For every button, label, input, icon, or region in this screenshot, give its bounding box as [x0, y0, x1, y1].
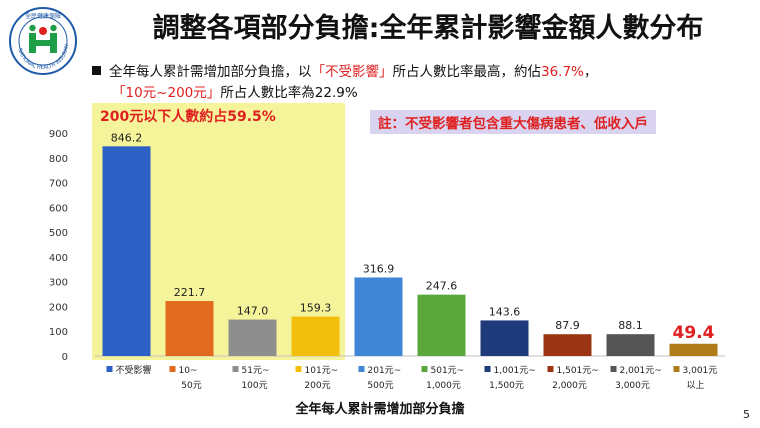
bar — [669, 343, 718, 356]
legend-swatch — [421, 366, 428, 372]
y-tick-label: 600 — [49, 203, 68, 214]
x-tick-label: 2,001元~ — [620, 366, 662, 376]
data-label: 143.6 — [489, 305, 521, 318]
legend-swatch — [295, 366, 302, 372]
data-label: 88.1 — [618, 319, 643, 332]
y-tick-label: 300 — [49, 278, 68, 289]
bar — [165, 301, 214, 356]
highlight-label: 200元以下人數約占59.5% — [100, 109, 276, 125]
legend-swatch — [673, 366, 680, 372]
summary-line-1: 全年每人累計需增加部分負擔，以「不受影響」所占人數比率最高，約佔36.7%， — [92, 60, 597, 80]
x-tick-label: 100元 — [241, 381, 267, 391]
summary-text-c: 所占人數比率最高，約佔 — [392, 64, 542, 80]
x-tick-label: 501元~ — [431, 366, 465, 376]
x-axis-title: 全年每人累計需增加部分負擔 — [295, 402, 465, 417]
y-tick-label: 800 — [49, 154, 68, 165]
legend-swatch — [547, 366, 554, 372]
x-tick-label: 500元 — [367, 381, 393, 391]
summary-line-2: 「10元~200元」所占人數比率為22.9% — [112, 81, 358, 101]
summary-highlight-range: 「10元~200元」 — [112, 85, 221, 101]
y-tick-label: 700 — [49, 179, 68, 190]
summary-highlight-percent: 36.7% — [541, 64, 584, 80]
bar — [102, 146, 151, 356]
summary-text-e: ， — [583, 64, 598, 80]
legend-swatch — [106, 366, 113, 372]
x-tick-label: 1,501元~ — [557, 366, 599, 376]
data-label: 147.0 — [237, 305, 269, 318]
legend-swatch — [484, 366, 491, 372]
y-tick-label: 900 — [49, 129, 68, 140]
x-tick-label: 不受影響 — [116, 364, 152, 376]
summary-highlight-unaffected: 「不受影響」 — [311, 64, 393, 80]
y-tick-label: 100 — [49, 327, 68, 338]
x-tick-label: 1,000元 — [426, 381, 461, 391]
bar — [606, 334, 655, 356]
chart-note: 註：不受影響者包含重大傷病患者、低收入戶 — [370, 110, 656, 134]
data-label: 159.3 — [300, 302, 332, 315]
data-label: 87.9 — [555, 319, 580, 332]
legend-swatch — [610, 366, 617, 372]
data-label: 247.6 — [426, 280, 458, 293]
bar — [291, 316, 340, 356]
x-tick-label: 10~ — [179, 366, 198, 376]
logo-top-text: 全民健康保險 — [25, 12, 61, 20]
x-tick-label: 1,001元~ — [494, 366, 536, 376]
x-tick-label: 201元~ — [368, 366, 402, 376]
bar — [417, 294, 466, 356]
bullet-square-icon — [92, 66, 101, 75]
x-tick-label: 51元~ — [242, 366, 270, 376]
legend-swatch — [232, 366, 239, 372]
data-label: 49.4 — [673, 323, 715, 343]
summary-text-ratio: 所占人數比率為22.9% — [220, 85, 358, 101]
bar — [354, 277, 403, 356]
page-title: 調整各項部分負擔:全年累計影響金額人數分布 — [152, 13, 704, 44]
y-tick-label: 0 — [62, 352, 68, 363]
y-tick-label: 500 — [49, 228, 68, 239]
legend-swatch — [358, 366, 365, 372]
x-tick-label: 3,000元 — [615, 381, 650, 391]
x-tick-label: 1,500元 — [489, 381, 524, 391]
y-tick-label: 400 — [49, 253, 68, 264]
x-tick-label: 以上 — [686, 380, 704, 391]
nhi-logo: NATIONAL HEALTH INSURANCE 全民健康保險 — [8, 6, 77, 75]
data-label: 316.9 — [363, 262, 395, 275]
legend-swatch — [169, 366, 176, 372]
summary-text-a: 全年每人累計需增加部分負擔，以 — [109, 64, 312, 80]
y-tick-label: 200 — [49, 302, 68, 313]
page-number: 5 — [743, 408, 750, 421]
data-label: 221.7 — [174, 286, 206, 299]
x-tick-label: 101元~ — [305, 366, 339, 376]
data-label: 846.2 — [111, 131, 143, 144]
bar — [543, 334, 592, 356]
x-tick-label: 200元 — [304, 381, 330, 391]
x-tick-label: 2,000元 — [552, 381, 587, 391]
bar — [480, 320, 529, 356]
x-tick-label: 3,001元 — [683, 366, 718, 376]
bar — [228, 319, 277, 356]
x-tick-label: 50元 — [181, 381, 201, 391]
